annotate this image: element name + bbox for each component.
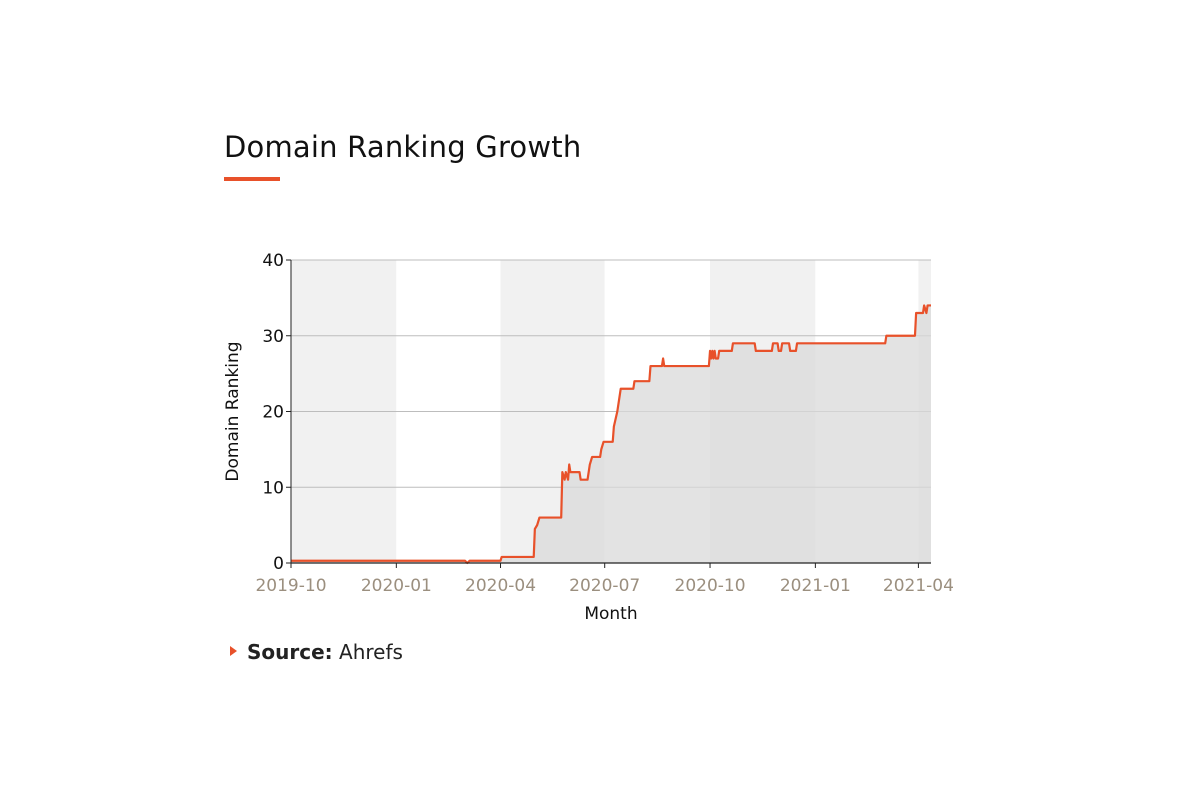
x-axis-title: Month [584,604,637,624]
series-area [291,305,931,563]
x-tick-label: 2019-10 [255,576,326,596]
x-tick-label: 2020-10 [675,576,746,596]
title-accent-rule [224,177,280,181]
x-tick-label: 2021-04 [883,576,954,596]
source-note: Source: Ahrefs [230,640,403,664]
y-tick-label: 0 [273,554,284,574]
source-arrow-icon [230,646,237,656]
x-tick-label: 2021-01 [780,576,851,596]
y-axis-title: Domain Ranking [223,341,243,481]
x-tick-label: 2020-01 [361,576,432,596]
y-tick-label: 20 [262,403,284,423]
y-tick-label: 40 [262,251,284,271]
y-tick-label: 10 [262,478,284,498]
chart-title: Domain Ranking Growth [224,130,582,164]
source-value: Ahrefs [339,640,403,664]
x-tick-label: 2020-07 [569,576,640,596]
series-line [291,304,931,565]
y-tick-label: 30 [262,327,284,347]
source-label: Source: [247,640,333,664]
x-tick-label: 2020-04 [465,576,536,596]
